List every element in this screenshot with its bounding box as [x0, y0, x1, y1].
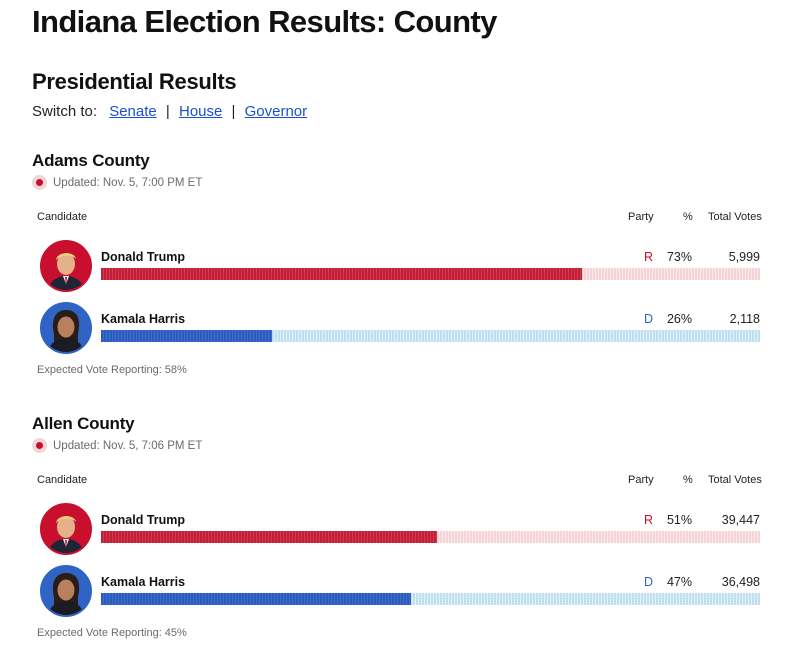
updated-status: Updated: Nov. 5, 7:06 PM ET: [32, 438, 202, 453]
candidate-row-harris: Kamala Harris D 47% 36,498: [0, 565, 800, 621]
county-name: Adams County: [32, 151, 150, 170]
county-name: Allen County: [32, 414, 135, 433]
candidate-name: Kamala Harris: [101, 312, 186, 326]
page-title: Indiana Election Results: County: [32, 4, 497, 39]
switch-prefix: Switch to:: [32, 103, 98, 120]
harris-avatar: [40, 302, 92, 354]
expected-vote-reporting: Expected Vote Reporting: 58%: [37, 364, 187, 376]
house-link[interactable]: House: [179, 103, 223, 120]
vote-bar-track: [101, 268, 760, 280]
senate-link[interactable]: Senate: [109, 103, 157, 120]
party-label: D: [644, 312, 654, 326]
expected-vote-reporting: Expected Vote Reporting: 45%: [37, 627, 187, 639]
person-portrait-icon: [42, 242, 90, 290]
party-label: R: [644, 250, 654, 264]
vote-bar-track: [101, 593, 760, 605]
header-percent: %: [683, 211, 693, 223]
header-party: Party: [628, 474, 654, 486]
updated-text: Updated: Nov. 5, 7:06 PM ET: [53, 439, 203, 452]
vote-percent: 47%: [666, 575, 692, 589]
vote-total: 36,498: [721, 575, 760, 589]
live-dot-icon: [32, 175, 47, 190]
vote-total: 2,118: [729, 312, 760, 326]
county-card-allen: Allen County Updated: Nov. 5, 7:06 PM ET…: [0, 414, 800, 661]
party-label: R: [644, 513, 654, 527]
trump-avatar: [40, 503, 92, 555]
vote-bar-fill: [101, 593, 411, 605]
vote-bar-track: [101, 330, 760, 342]
vote-bar-fill: [101, 531, 438, 543]
candidate-name: Donald Trump: [101, 250, 186, 264]
person-portrait-icon: [42, 304, 90, 352]
vote-bar-track: [101, 531, 760, 543]
harris-avatar: [40, 565, 92, 617]
vote-percent: 73%: [666, 250, 692, 264]
section-title: Presidential Results: [32, 69, 237, 94]
vote-total: 5,999: [728, 250, 760, 264]
candidate-name: Donald Trump: [101, 513, 186, 527]
vote-percent: 26%: [666, 312, 692, 326]
governor-link[interactable]: Governor: [244, 103, 308, 120]
person-portrait-icon: [42, 567, 90, 615]
candidate-row-trump: Donald Trump R 73% 5,999: [0, 240, 800, 296]
candidate-row-harris: Kamala Harris D 26% 2,118: [0, 302, 800, 358]
link-separator: |: [231, 103, 236, 120]
county-card-adams: Adams County Updated: Nov. 5, 7:00 PM ET…: [0, 151, 800, 401]
vote-total: 39,447: [721, 513, 760, 527]
updated-status: Updated: Nov. 5, 7:00 PM ET: [32, 175, 202, 190]
header-total-votes: Total Votes: [708, 211, 762, 223]
updated-text: Updated: Nov. 5, 7:00 PM ET: [53, 176, 203, 189]
race-switcher: Switch to: Senate | House | Governor: [32, 103, 307, 120]
header-candidate: Candidate: [37, 474, 88, 486]
header-party: Party: [628, 211, 654, 223]
link-separator: |: [165, 103, 170, 120]
vote-bar-fill: [101, 330, 273, 342]
header-percent: %: [683, 474, 693, 486]
header-candidate: Candidate: [37, 211, 88, 223]
person-portrait-icon: [42, 505, 90, 553]
party-label: D: [644, 575, 654, 589]
vote-bar-fill: [101, 268, 583, 280]
live-dot-icon: [32, 438, 47, 453]
candidate-name: Kamala Harris: [101, 575, 186, 589]
header-total-votes: Total Votes: [708, 474, 762, 486]
trump-avatar: [40, 240, 92, 292]
candidate-row-trump: Donald Trump R 51% 39,447: [0, 503, 800, 559]
vote-percent: 51%: [666, 513, 692, 527]
